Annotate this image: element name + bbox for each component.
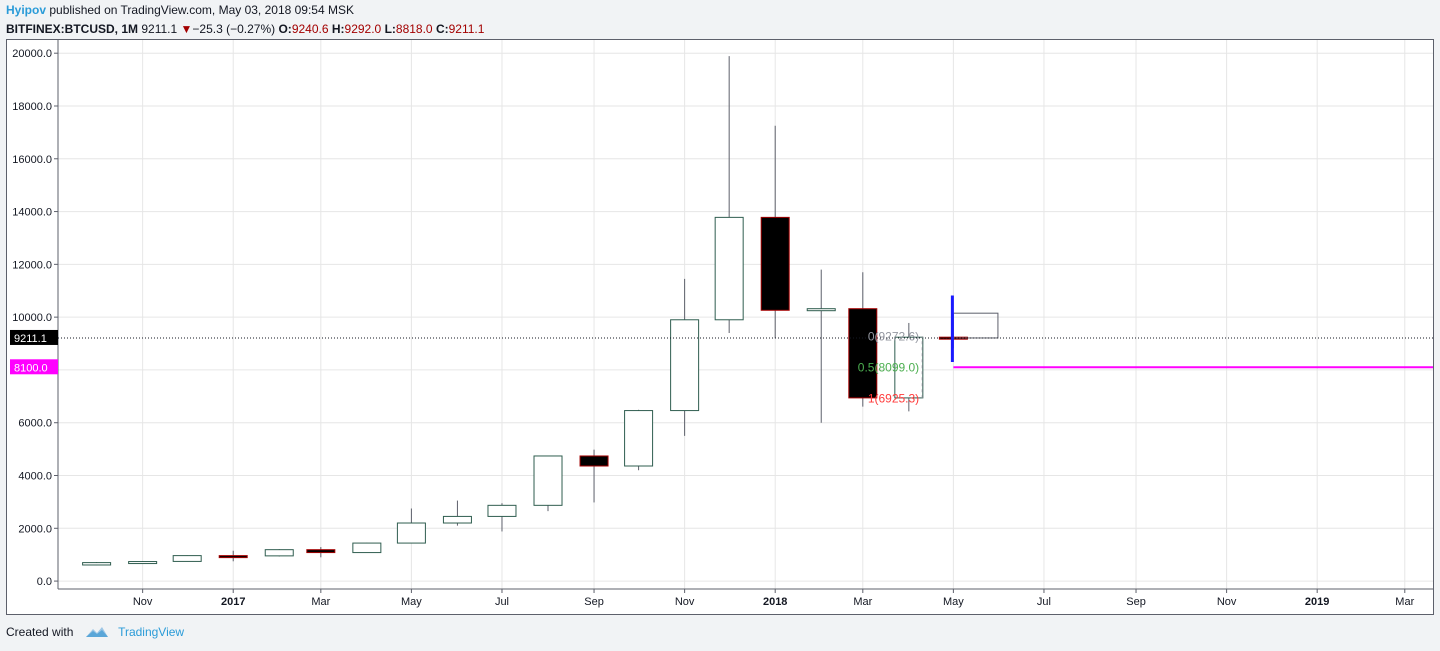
y-tick-label: 6000.0: [18, 418, 52, 430]
low-value: 8818.0: [395, 22, 433, 36]
candle-up: [894, 336, 924, 399]
symbol-info: BITFINEX:BTCUSD, 1M 9211.1 ▼−25.3 (−0.27…: [6, 22, 484, 36]
candle-down: [306, 549, 336, 554]
price-chart[interactable]: Nov 2017 Mar May Jul Sep Nov 2018 Mar May Jul Sep No…: [6, 39, 1434, 615]
x-tick-label: Nov: [675, 596, 695, 608]
x-tick-label: Mar: [853, 596, 872, 608]
low-label: L:: [384, 22, 396, 36]
footer: Created with TradingView: [6, 625, 184, 639]
x-tick-label: Jul: [495, 596, 509, 608]
candle-up: [670, 319, 700, 412]
x-tick-label: Nov: [1217, 596, 1237, 608]
fib-level-label: 1(6925.3): [868, 391, 919, 405]
candle-up: [82, 562, 112, 566]
y-tick-label: 2000.0: [18, 523, 52, 535]
y-tick-label: 20000.0: [12, 48, 52, 60]
close-value: 9211.1: [448, 22, 485, 36]
candle-down: [579, 455, 609, 467]
candle-up: [264, 549, 294, 557]
x-tick-label: May: [401, 596, 422, 608]
created-with-label: Created with: [6, 625, 74, 639]
author-name[interactable]: Hyipov: [6, 3, 47, 17]
candle-up: [487, 504, 517, 517]
candle-up: [352, 542, 382, 554]
x-tick-label: 2019: [1305, 596, 1329, 608]
last-price-tag: 9211.1: [14, 333, 47, 345]
price-change: −25.3 (−0.27%): [192, 22, 276, 36]
candle-down: [848, 308, 878, 399]
x-tick-label: Sep: [1126, 596, 1146, 608]
down-arrow-icon: ▼: [180, 22, 193, 36]
candle-up: [128, 561, 158, 565]
publish-info: Hyipov published on TradingView.com, May…: [6, 3, 354, 17]
fib-level-label: 0(9272.6): [868, 329, 919, 343]
level-price-tag: 8100.0: [14, 362, 48, 374]
y-tick-label: 14000.0: [12, 207, 52, 219]
y-tick-label: 16000.0: [12, 154, 52, 166]
tradingview-logo-icon[interactable]: [85, 625, 109, 639]
close-label: C:: [435, 22, 449, 36]
candle-up: [172, 555, 202, 562]
y-tick-label: 4000.0: [18, 471, 52, 483]
x-tick-label: Sep: [584, 596, 604, 608]
high-label: H:: [331, 22, 345, 36]
y-tick-label: 10000.0: [12, 312, 52, 324]
y-tick-label: 18000.0: [12, 101, 52, 113]
x-tick-label: Jul: [1037, 596, 1051, 608]
candle-up: [396, 522, 426, 544]
last-price-tag-bg: [10, 329, 58, 345]
published-text: published on TradingView.com, May 03, 20…: [49, 3, 354, 17]
candle-down: [760, 216, 790, 311]
candle-up: [806, 308, 836, 312]
y-tick-label: 12000.0: [12, 259, 52, 271]
symbol-label: BITFINEX:BTCUSD, 1M: [6, 22, 138, 36]
x-tick-label: Nov: [133, 596, 153, 608]
fib-level-label: 0.5(8099.0): [858, 360, 919, 374]
y-tick-label: 0.0: [37, 576, 52, 588]
candle-up: [533, 455, 563, 506]
candle-down: [218, 555, 248, 559]
candle-up: [442, 515, 472, 524]
x-tick-label: 2018: [763, 596, 787, 608]
x-tick-label: May: [943, 596, 964, 608]
x-tick-label: Mar: [1395, 596, 1414, 608]
level-price-tag-bg: [10, 359, 58, 375]
tradingview-brand[interactable]: TradingView: [118, 625, 185, 639]
chart-frame: [6, 39, 1434, 615]
last-price: 9211.1: [141, 22, 178, 36]
open-label: O:: [278, 22, 292, 36]
candle-up: [714, 216, 744, 321]
x-tick-label: Mar: [311, 596, 330, 608]
x-tick-label: 2017: [221, 596, 245, 608]
high-value: 9292.0: [344, 22, 382, 36]
open-value: 9240.6: [291, 22, 329, 36]
candle-up: [624, 410, 654, 467]
